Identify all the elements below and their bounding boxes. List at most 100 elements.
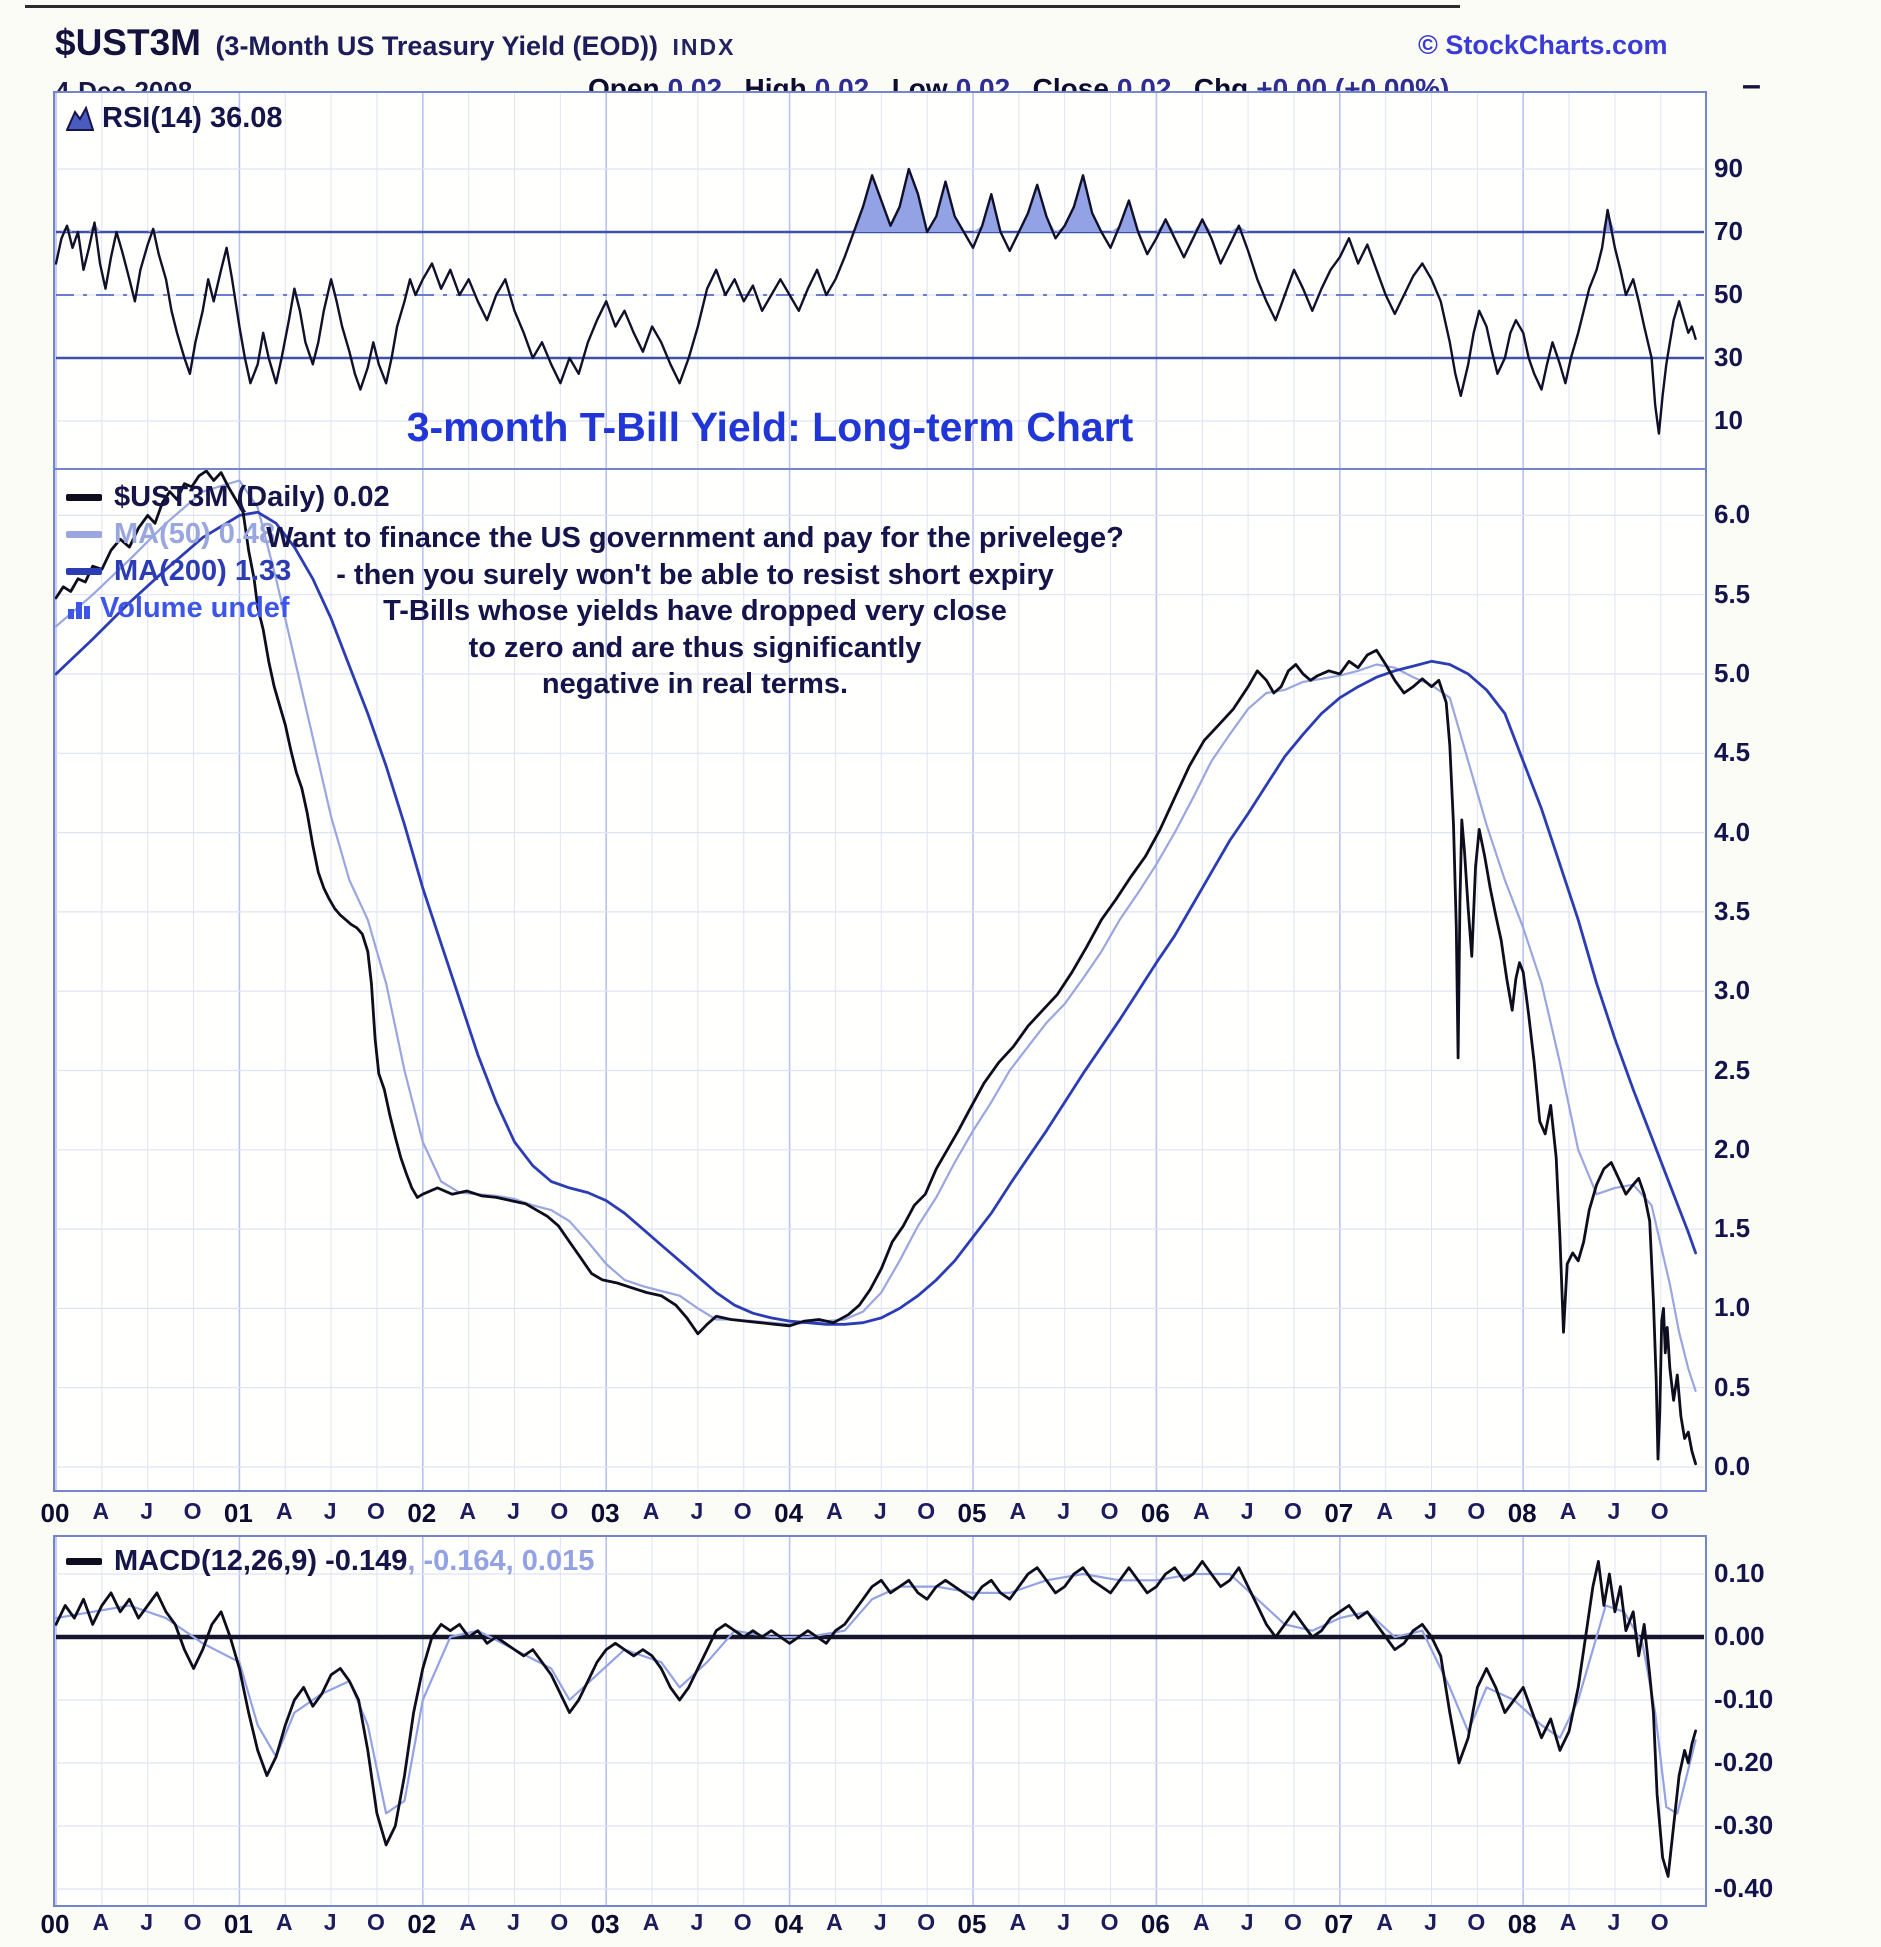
annotation-text: Want to finance the US government and pa…: [230, 520, 1160, 703]
y-tick-label: 4.0: [1714, 816, 1751, 847]
ticker-symbol: $UST3M: [55, 22, 201, 63]
x-tick-label: J: [323, 1909, 337, 1935]
rsi-legend: RSI(14) 36.08: [66, 100, 283, 137]
x-tick-label: J: [690, 1909, 704, 1935]
annotation-line: Want to finance the US government and pa…: [266, 522, 1124, 554]
x-tick-label: 00: [40, 1498, 70, 1528]
x-tick-label: A: [642, 1498, 660, 1524]
y-tick-label: 10: [1714, 404, 1743, 435]
x-tick-label: O: [550, 1909, 569, 1935]
y-tick-label: 5.5: [1714, 578, 1751, 609]
x-tick-label: J: [1057, 1498, 1071, 1524]
x-tick-label: 03: [590, 1498, 620, 1528]
x-tick-label: A: [1192, 1909, 1210, 1935]
y-tick-label: 4.5: [1714, 737, 1751, 768]
ma200-legend-label: MA(200) 1.33: [114, 555, 292, 587]
x-tick-label: 02: [407, 1909, 437, 1939]
x-tick-label: A: [275, 1909, 293, 1935]
macd-signal-legend-label: , -0.164, 0.015: [407, 1545, 595, 1577]
macd-legend: MACD(12,26,9) -0.149 , -0.164, 0.015: [66, 1543, 594, 1580]
y-tick-label: 3.0: [1714, 975, 1751, 1006]
price-line-swatch-icon: [66, 494, 102, 501]
x-tick-label: O: [1650, 1498, 1669, 1524]
x-tick-label: A: [92, 1909, 110, 1935]
y-tick-label: 0.0: [1714, 1450, 1751, 1481]
x-tick-label: 06: [1140, 1498, 1170, 1528]
x-tick-label: 04: [774, 1498, 804, 1528]
y-tick-label: 0.5: [1714, 1371, 1751, 1402]
volume-legend-label: Volume undef: [100, 592, 290, 624]
x-tick-label: J: [873, 1498, 887, 1524]
macd-panel: [53, 1535, 1707, 1907]
y-tick-label: 0.00: [1714, 1620, 1765, 1651]
annotation-line: - then you surely won't be able to resis…: [336, 558, 1054, 591]
x-tick-label: 01: [223, 1909, 253, 1939]
y-tick-label: 70: [1714, 215, 1743, 246]
header: $UST3M (3-Month US Treasury Yield (EOD))…: [55, 22, 735, 64]
x-tick-label: 05: [957, 1498, 987, 1528]
x-axis-labels: 00 A J O 01 A J O 02 A J O 03 A J O 04 A J O 05 A J O 06 A J O 07 A J O…: [0, 1498, 1881, 1534]
x-tick-label: J: [323, 1498, 337, 1524]
y-tick-label: 6.0: [1714, 499, 1751, 530]
y-tick-label: 1.5: [1714, 1212, 1751, 1243]
x-tick-label: 01: [223, 1498, 253, 1528]
x-tick-label: 00: [40, 1909, 70, 1939]
x-tick-label: J: [690, 1498, 704, 1524]
price-legend: $UST3M (Daily) 0.02 MA(50) 0.48 MA(200) …: [66, 479, 390, 627]
x-tick-label: 07: [1324, 1498, 1354, 1528]
y-tick-label: 2.0: [1714, 1133, 1751, 1164]
x-tick-label: O: [1283, 1909, 1302, 1935]
x-tick-label: 05: [957, 1909, 987, 1939]
x-tick-label: O: [1283, 1498, 1302, 1524]
x-tick-label: J: [1240, 1909, 1254, 1935]
x-tick-label: 07: [1324, 1909, 1354, 1939]
y-tick-label: 2.5: [1714, 1054, 1751, 1085]
x-tick-label: A: [459, 1909, 476, 1935]
x-tick-label: A: [826, 1498, 843, 1524]
x-tick-label: O: [1467, 1909, 1486, 1935]
ma50-legend-label: MA(50) 0.48: [114, 518, 276, 550]
x-tick-label: J: [1057, 1909, 1071, 1935]
x-tick-label: A: [1559, 1909, 1577, 1935]
x-tick-label: A: [1192, 1498, 1210, 1524]
x-tick-label: J: [1424, 1498, 1437, 1524]
x-tick-label: O: [917, 1909, 936, 1935]
x-tick-label: A: [642, 1909, 660, 1935]
x-tick-label: J: [140, 1909, 154, 1935]
area-chart-icon: [66, 105, 94, 131]
legend-item-price: $UST3M (Daily) 0.02: [66, 479, 390, 516]
x-tick-label: O: [1650, 1909, 1669, 1935]
x-tick-label: 06: [1140, 1909, 1170, 1939]
x-tick-label: O: [733, 1498, 752, 1524]
x-tick-label: O: [1100, 1909, 1119, 1935]
x-tick-label: O: [183, 1909, 202, 1935]
x-tick-label: J: [1607, 1909, 1621, 1935]
annotation-line: T-Bills whose yields have dropped very c…: [383, 595, 1007, 628]
legend-item-volume: Volume undef: [66, 590, 390, 627]
x-tick-label: O: [733, 1909, 752, 1935]
x-tick-label: J: [1240, 1498, 1254, 1524]
x-tick-label: O: [917, 1498, 936, 1524]
y-tick-label: 0.10: [1714, 1557, 1765, 1588]
scan-artifact-line: [25, 5, 1460, 8]
x-tick-label: J: [507, 1498, 520, 1524]
y-tick-label: -0.40: [1714, 1872, 1774, 1903]
x-tick-label: 08: [1507, 1498, 1537, 1528]
x-tick-label: A: [826, 1909, 843, 1935]
stockcharts-copyright-link[interactable]: © StockCharts.com: [1418, 30, 1668, 60]
collapse-dash-icon[interactable]: –: [1742, 66, 1761, 104]
y-tick-label: -0.20: [1714, 1746, 1774, 1777]
price-panel: [53, 468, 1707, 1492]
x-tick-label: A: [92, 1498, 110, 1524]
ma50-line-swatch-icon: [66, 531, 102, 538]
x-tick-label: 08: [1507, 1909, 1537, 1939]
volume-bars-icon: [68, 601, 90, 619]
price-chart: [55, 470, 1704, 1490]
chart-title: 3-month T-Bill Yield: Long-term Chart: [406, 404, 1134, 450]
x-axis-labels-bottom: 00 A J O 01 A J O 02 A J O 03 A J O 04 A J O 05 A J O 06 A J O 07 A J O…: [0, 1909, 1881, 1945]
ma200-line-swatch-icon: [66, 568, 102, 575]
macd-line-swatch-icon: [66, 1558, 102, 1565]
x-tick-label: A: [1376, 1498, 1393, 1524]
x-tick-label: J: [1607, 1498, 1621, 1524]
y-tick-label: -0.10: [1714, 1683, 1774, 1714]
